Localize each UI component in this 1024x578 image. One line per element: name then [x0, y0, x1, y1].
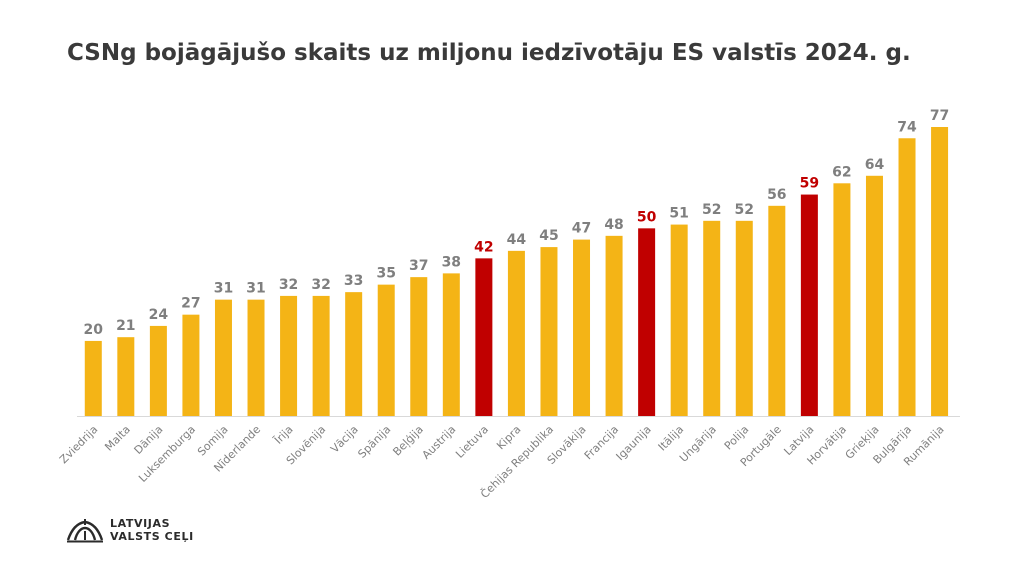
data-label: 27: [181, 296, 200, 312]
bar: [638, 228, 656, 416]
bar-chart: 20 21 24 27 31 31 32 32 33 35 37 38 42 44 45 47 48 50 51 52…: [57, 108, 960, 501]
data-label: 31: [246, 281, 265, 297]
road-logo-icon: [66, 519, 104, 543]
data-label: 20: [84, 322, 104, 338]
bar: [345, 292, 363, 416]
bar: [605, 235, 623, 416]
data-label: 45: [539, 228, 558, 244]
category-label: Īrija: [272, 423, 296, 447]
data-label: 33: [344, 273, 363, 289]
bar: [149, 325, 167, 416]
data-label: 21: [116, 318, 135, 334]
data-label: 31: [214, 281, 233, 297]
data-label: 56: [767, 187, 786, 203]
data-label: 24: [149, 307, 169, 323]
bar: [442, 273, 460, 416]
data-label: 38: [442, 254, 461, 270]
data-label: 48: [604, 217, 623, 233]
bar: [800, 194, 818, 416]
data-label: 64: [865, 157, 885, 173]
bar: [84, 340, 102, 416]
data-labels-group: 20 21 24 27 31 31 32 32 33 35 37 38 42 44 45 47 48 50 51 52…: [84, 108, 950, 338]
data-label: 50: [637, 209, 657, 225]
bar: [410, 277, 428, 416]
bar: [377, 284, 395, 416]
category-label: Austrija: [420, 423, 459, 462]
category-label: Kipra: [494, 423, 523, 452]
bar: [507, 250, 525, 416]
data-label: 42: [474, 239, 493, 255]
category-label: Spānija: [355, 423, 393, 461]
category-label: Itālija: [656, 423, 687, 454]
bar: [312, 295, 330, 416]
bar: [833, 183, 851, 416]
bar: [703, 220, 721, 416]
logo-text: LATVIJAS VALSTS CEĻI: [110, 517, 194, 543]
data-label: 37: [409, 258, 428, 274]
bar: [247, 299, 265, 416]
bar: [898, 138, 916, 416]
logo-line-2: VALSTS CEĻI: [110, 530, 194, 543]
category-label: Malta: [102, 423, 133, 454]
category-label: Polija: [722, 423, 752, 453]
data-label: 32: [311, 277, 330, 293]
data-label: 35: [376, 266, 395, 282]
bar: [182, 314, 200, 416]
bar: [735, 220, 753, 416]
data-label: 52: [702, 202, 721, 218]
bar: [117, 337, 135, 416]
data-label: 52: [735, 202, 754, 218]
data-label: 47: [572, 221, 591, 237]
data-label: 32: [279, 277, 298, 293]
bar: [540, 247, 558, 416]
data-label: 77: [930, 108, 949, 124]
brand-logo: LATVIJAS VALSTS CEĻI: [66, 516, 194, 544]
bar: [670, 224, 688, 416]
bar: [931, 127, 949, 416]
category-label: Luksemburga: [136, 423, 198, 485]
bar: [768, 205, 786, 416]
bars-group: [84, 127, 949, 416]
bar: [573, 239, 591, 416]
category-label: Igaunija: [614, 423, 654, 463]
data-label: 51: [669, 206, 688, 222]
logo-line-1: LATVIJAS: [110, 517, 171, 530]
chart-title: CSNg bojāgājušo skaits uz miljonu iedzīv…: [67, 40, 911, 66]
category-labels-group: Zviedrija MaltaDānijaLuksemburgaSomijaNīd…: [57, 423, 947, 501]
data-label: 74: [897, 119, 917, 135]
bar: [475, 258, 493, 416]
data-label: 44: [507, 232, 527, 248]
bar: [214, 299, 232, 416]
bar: [865, 175, 883, 416]
data-label: 59: [800, 176, 819, 192]
category-label: Zviedrija: [57, 423, 100, 466]
category-label: Lietuva: [453, 423, 491, 461]
bar: [280, 295, 298, 416]
data-label: 62: [832, 164, 851, 180]
